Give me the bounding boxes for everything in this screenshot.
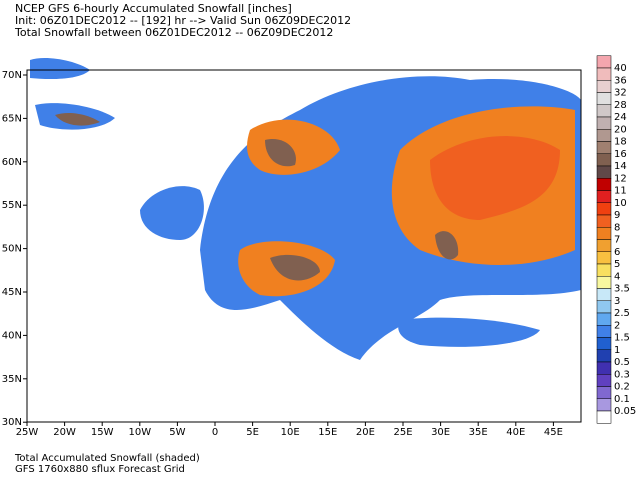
lon-tick-label: 30E	[431, 427, 450, 438]
lon-tick-label: 35E	[469, 427, 488, 438]
lat-tick-label: 40N	[2, 330, 22, 341]
colorbar-label: 11	[614, 186, 627, 197]
colorbar-label: 8	[614, 222, 620, 233]
colorbar-box	[596, 67, 612, 81]
colorbar-box	[596, 104, 612, 118]
colorbar-box	[596, 410, 612, 424]
colorbar-box	[596, 202, 612, 216]
colorbar-label: 2	[614, 320, 620, 331]
colorbar-label: 40	[614, 63, 627, 74]
lon-tick-label: 20E	[356, 427, 375, 438]
lon-tick-label: 20W	[53, 427, 76, 438]
colorbar-label: 0.3	[614, 369, 630, 380]
colorbar-box	[596, 312, 612, 326]
colorbar-label: 1	[614, 345, 620, 356]
colorbar-label: 32	[614, 88, 627, 99]
colorbar-label: 0.2	[614, 382, 630, 393]
colorbar-label: 7	[614, 235, 620, 246]
colorbar-label: 0.1	[614, 394, 630, 405]
lon-tick-label: 25W	[16, 427, 39, 438]
colorbar-box	[596, 214, 612, 228]
colorbar-label: 14	[614, 161, 627, 172]
lat-tick-label: 70N	[2, 70, 22, 81]
lon-tick-label: 5W	[169, 427, 185, 438]
lat-tick-label: 35N	[2, 374, 22, 385]
colorbar-box	[596, 288, 612, 301]
colorbar-label: 28	[614, 100, 627, 111]
colorbar-label: 6	[614, 247, 620, 258]
colorbar-box	[596, 178, 612, 191]
lon-tick-label: 15W	[91, 427, 114, 438]
colorbar-box	[596, 165, 612, 179]
colorbar-label: 3.5	[614, 284, 630, 295]
colorbar-label: 4	[614, 271, 620, 282]
lon-tick-label: 15E	[318, 427, 337, 438]
lon-tick-label: 5E	[246, 427, 259, 438]
colorbar-box	[596, 153, 612, 167]
colorbar-box	[596, 80, 612, 93]
colorbar-box	[596, 129, 612, 142]
colorbar-label: 1.5	[614, 333, 630, 344]
colorbar-box	[596, 190, 612, 203]
colorbar-box	[596, 337, 612, 350]
colorbar-label: 0.5	[614, 357, 630, 368]
lat-tick-label: 65N	[2, 113, 22, 124]
colorbar-label: 24	[614, 112, 627, 123]
colorbar-box	[596, 251, 612, 265]
colorbar-label: 16	[614, 149, 627, 160]
lon-tick-label: 40E	[506, 427, 525, 438]
lat-tick-label: 60N	[2, 157, 22, 168]
colorbar-label: 10	[614, 198, 627, 209]
colorbar-box	[596, 325, 612, 338]
colorbar-box	[596, 374, 612, 387]
colorbar-box	[596, 92, 612, 105]
subtitle: Init: 06Z01DEC2012 -- [192] hr --> Valid…	[15, 14, 351, 27]
lat-tick-label: 50N	[2, 244, 22, 255]
lon-tick-label: 45E	[544, 427, 563, 438]
lat-tick-label: 45N	[2, 287, 22, 298]
colorbar-box	[596, 349, 612, 363]
colorbar-box	[596, 227, 612, 240]
colorbar-box	[596, 116, 612, 130]
colorbar-label: 0.05	[614, 406, 636, 417]
colorbar-label: 2.5	[614, 308, 630, 319]
colorbar-box	[596, 386, 612, 399]
colorbar-label: 12	[614, 173, 627, 184]
lat-tick-label: 55N	[2, 200, 22, 211]
snow-shading	[30, 58, 581, 360]
title: NCEP GFS 6-hourly Accumulated Snowfall […	[15, 2, 292, 15]
colorbar-label: 36	[614, 75, 627, 86]
colorbar-box	[596, 239, 612, 252]
colorbar-label: 9	[614, 210, 620, 221]
colorbar-box	[596, 141, 612, 154]
colorbar-box	[596, 300, 612, 314]
colorbar-label: 3	[614, 296, 620, 307]
colorbar-box	[596, 276, 612, 289]
colorbar-box	[596, 361, 612, 375]
lat-tick-label: 30N	[2, 417, 22, 428]
colorbar-label: 18	[614, 137, 627, 148]
footer: GFS 1760x880 sflux Forecast Grid	[15, 464, 185, 475]
lon-tick-label: 0	[212, 427, 218, 438]
lon-tick-label: 10E	[281, 427, 300, 438]
subtitle: Total Snowfall between 06Z01DEC2012 -- 0…	[14, 26, 333, 39]
colorbar-box	[596, 398, 612, 412]
colorbar-label: 5	[614, 259, 620, 270]
map-frame	[26, 69, 582, 423]
colorbar-box	[596, 263, 612, 277]
colorbar-box	[596, 55, 612, 69]
footer: Total Accumulated Snowfall (shaded)	[14, 453, 200, 464]
lon-tick-label: 25E	[393, 427, 412, 438]
colorbar-label: 20	[614, 124, 627, 135]
lon-tick-label: 10W	[128, 427, 151, 438]
